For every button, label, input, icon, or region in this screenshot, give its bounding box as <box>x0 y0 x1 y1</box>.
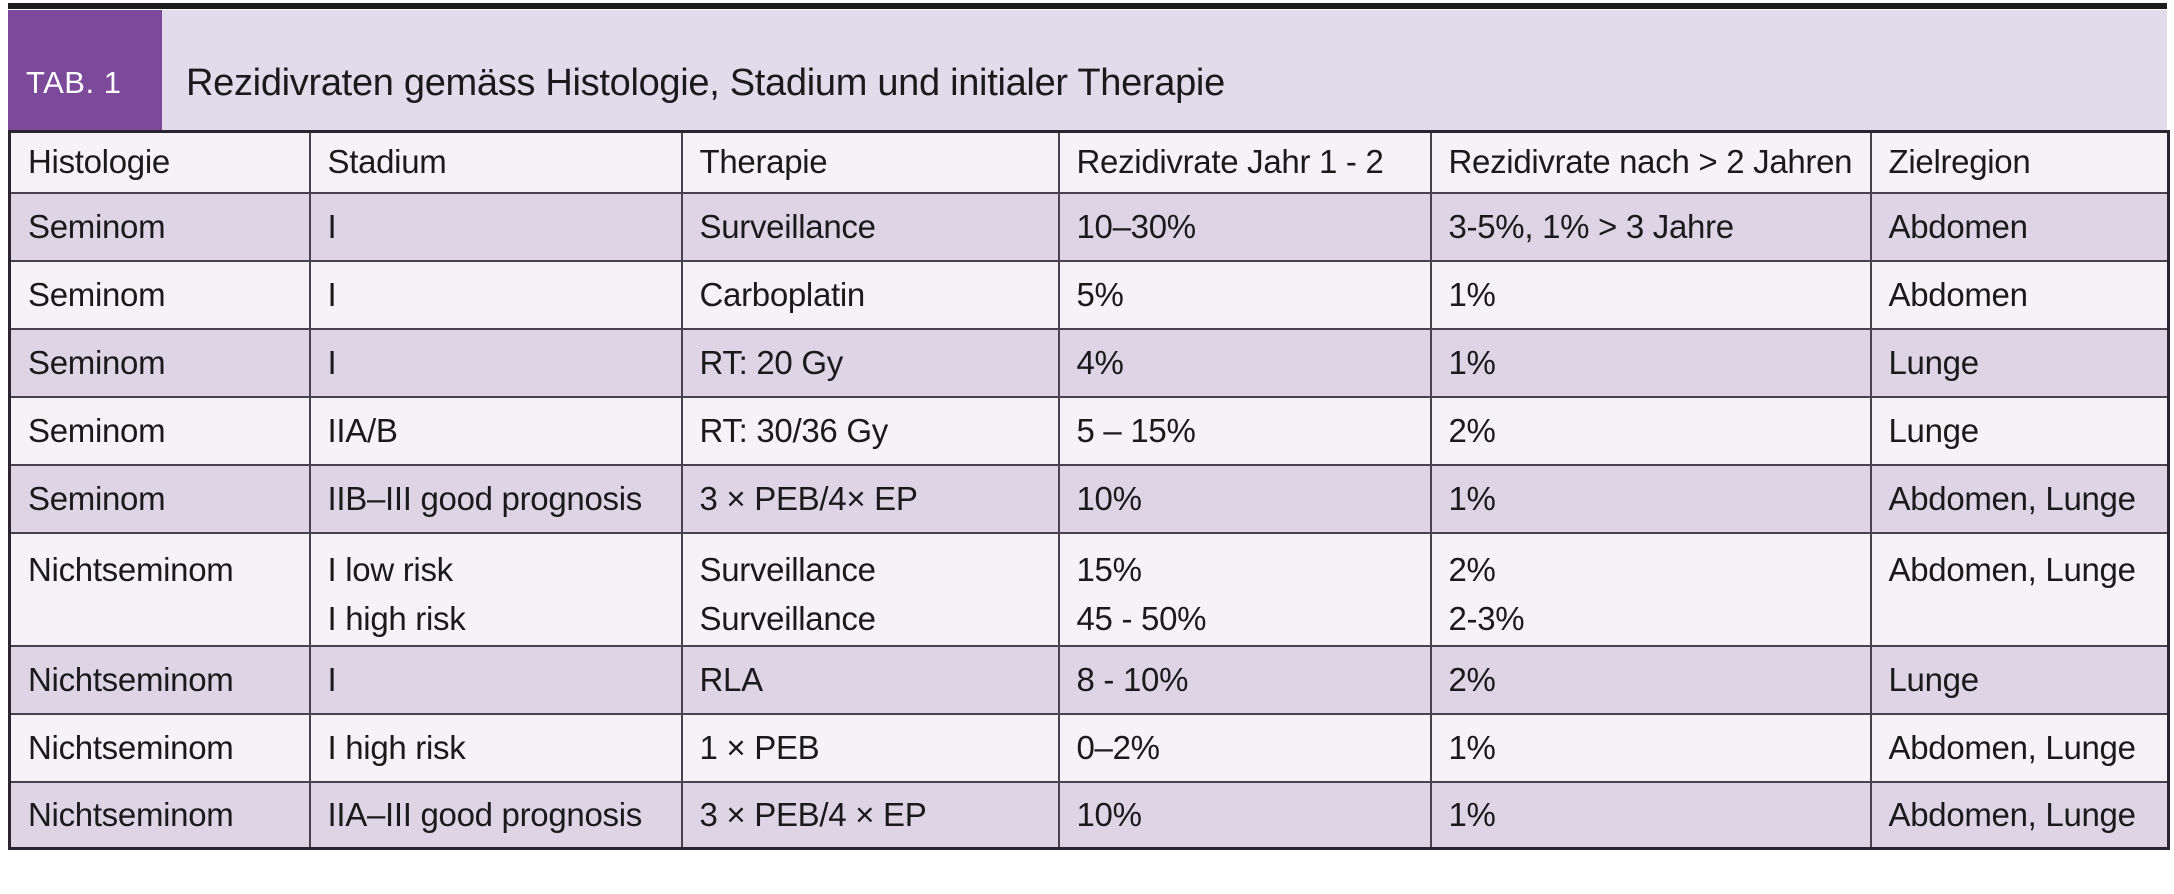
cell-rezidivrate-jahr-1-2: 5% <box>1057 259 1432 330</box>
table-row: Nichtseminom I high risk 1 × PEB 0–2% 1%… <box>8 712 2170 783</box>
cell-rezidivrate-jahr-1-2: 8 - 10% <box>1057 644 1432 715</box>
cell-zielregion: Abdomen, Lunge <box>1869 712 2170 783</box>
cell-zielregion: Lunge <box>1869 395 2170 466</box>
cell-stadium: I low risk I high risk <box>308 531 683 647</box>
cell-therapie: RLA <box>680 644 1060 715</box>
cell-histologie: Nichtseminom <box>8 712 311 783</box>
column-header-therapie: Therapie <box>680 130 1060 194</box>
column-header-stadium: Stadium <box>308 130 683 194</box>
table-row: Seminom I RT: 20 Gy 4% 1% Lunge <box>8 327 2170 398</box>
cell-stadium: I <box>308 191 683 262</box>
cell-therapie: RT: 30/36 Gy <box>680 395 1060 466</box>
cell-therapie: 3 × PEB/4 × EP <box>680 780 1060 850</box>
cell-histologie: Seminom <box>8 463 311 534</box>
cell-stadium: I <box>308 327 683 398</box>
cell-histologie: Nichtseminom <box>8 780 311 850</box>
column-header-rezidivrate-nach-2-jahren: Rezidivrate nach > 2 Jahren <box>1429 130 1872 194</box>
cell-rezidivrate-nach-2-jahren: 1% <box>1429 712 1872 783</box>
column-header-histologie: Histologie <box>8 130 311 194</box>
cell-rezidivrate-jahr-1-2: 4% <box>1057 327 1432 398</box>
cell-therapie: Carboplatin <box>680 259 1060 330</box>
table-caption-band: TAB. 1 Rezidivraten gemäss Histologie, S… <box>8 10 2167 130</box>
cell-histologie: Seminom <box>8 395 311 466</box>
cell-stadium: I <box>308 644 683 715</box>
cell-rezidivrate-jahr-1-2: 5 – 15% <box>1057 395 1432 466</box>
cell-histologie: Seminom <box>8 327 311 398</box>
table-title: Rezidivraten gemäss Histologie, Stadium … <box>162 10 2167 130</box>
table-tag: TAB. 1 <box>8 10 162 130</box>
data-table: Histologie Stadium Therapie Rezidivrate … <box>8 130 2170 850</box>
header-row: Histologie Stadium Therapie Rezidivrate … <box>8 130 2170 194</box>
table-row: Seminom IIA/B RT: 30/36 Gy 5 – 15% 2% Lu… <box>8 395 2170 466</box>
cell-zielregion: Lunge <box>1869 644 2170 715</box>
cell-therapie: Surveillance <box>680 191 1060 262</box>
cell-rezidivrate-nach-2-jahren: 1% <box>1429 259 1872 330</box>
cell-rezidivrate-jahr-1-2: 15% 45 - 50% <box>1057 531 1432 647</box>
table-row: Nichtseminom IIA–III good prognosis 3 × … <box>8 780 2170 850</box>
cell-therapie: 3 × PEB/4× EP <box>680 463 1060 534</box>
column-header-zielregion: Zielregion <box>1869 130 2170 194</box>
cell-stadium: I high risk <box>308 712 683 783</box>
table-row: Nichtseminom I low risk I high risk Surv… <box>8 531 2170 647</box>
cell-stadium: IIA–III good prognosis <box>308 780 683 850</box>
cell-stadium: IIA/B <box>308 395 683 466</box>
cell-rezidivrate-nach-2-jahren: 1% <box>1429 780 1872 850</box>
cell-zielregion: Abdomen, Lunge <box>1869 780 2170 850</box>
cell-therapie: RT: 20 Gy <box>680 327 1060 398</box>
cell-zielregion: Abdomen <box>1869 259 2170 330</box>
cell-rezidivrate-nach-2-jahren: 1% <box>1429 463 1872 534</box>
cell-rezidivrate-nach-2-jahren: 2% <box>1429 644 1872 715</box>
cell-zielregion: Abdomen, Lunge <box>1869 463 2170 534</box>
table-row: Seminom I Surveillance 10–30% 3-5%, 1% >… <box>8 191 2170 262</box>
cell-rezidivrate-jahr-1-2: 0–2% <box>1057 712 1432 783</box>
cell-histologie: Nichtseminom <box>8 644 311 715</box>
cell-therapie: Surveillance Surveillance <box>680 531 1060 647</box>
table-row: Seminom IIB–III good prognosis 3 × PEB/4… <box>8 463 2170 534</box>
top-rule <box>8 3 2167 9</box>
cell-zielregion: Abdomen <box>1869 191 2170 262</box>
cell-stadium: IIB–III good prognosis <box>308 463 683 534</box>
cell-zielregion: Lunge <box>1869 327 2170 398</box>
cell-stadium: I <box>308 259 683 330</box>
cell-rezidivrate-nach-2-jahren: 2% <box>1429 395 1872 466</box>
cell-histologie: Nichtseminom <box>8 531 311 647</box>
cell-rezidivrate-jahr-1-2: 10–30% <box>1057 191 1432 262</box>
cell-rezidivrate-jahr-1-2: 10% <box>1057 780 1432 850</box>
cell-therapie: 1 × PEB <box>680 712 1060 783</box>
cell-zielregion: Abdomen, Lunge <box>1869 531 2170 647</box>
cell-histologie: Seminom <box>8 191 311 262</box>
cell-histologie: Seminom <box>8 259 311 330</box>
table-row: Nichtseminom I RLA 8 - 10% 2% Lunge <box>8 644 2170 715</box>
cell-rezidivrate-nach-2-jahren: 2% 2-3% <box>1429 531 1872 647</box>
cell-rezidivrate-nach-2-jahren: 3-5%, 1% > 3 Jahre <box>1429 191 1872 262</box>
column-header-rezidivrate-jahr-1-2: Rezidivrate Jahr 1 - 2 <box>1057 130 1432 194</box>
cell-rezidivrate-jahr-1-2: 10% <box>1057 463 1432 534</box>
table-row: Seminom I Carboplatin 5% 1% Abdomen <box>8 259 2170 330</box>
cell-rezidivrate-nach-2-jahren: 1% <box>1429 327 1872 398</box>
